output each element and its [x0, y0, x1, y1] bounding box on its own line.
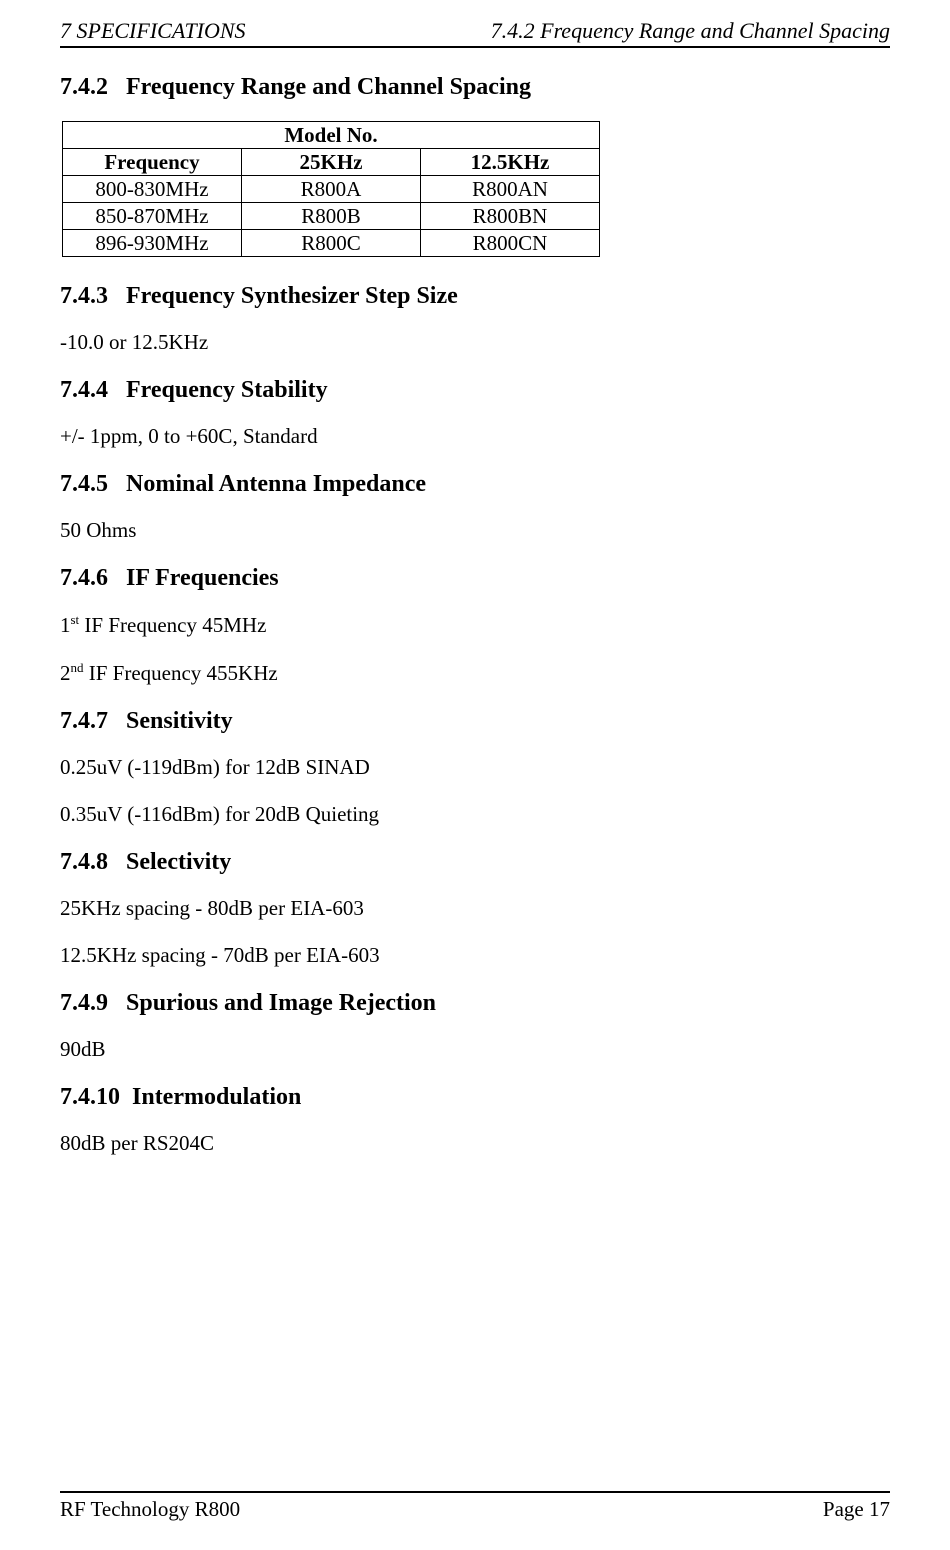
heading-7410: 7.4.10 Intermodulation	[60, 1084, 890, 1111]
cell: R800C	[242, 230, 421, 257]
heading-num: 7.4.4	[60, 377, 126, 404]
heading-title: Selectivity	[126, 849, 231, 875]
col-header: 12.5KHz	[421, 149, 600, 176]
ordinal-pre: 1	[60, 613, 71, 637]
body-7410: 80dB per RS204C	[60, 1131, 890, 1156]
footer-rule	[60, 1491, 890, 1493]
body-744: +/- 1ppm, 0 to +60C, Standard	[60, 424, 890, 449]
heading-title: Frequency Range and Channel Spacing	[126, 74, 531, 100]
heading-title: Spurious and Image Rejection	[126, 990, 436, 1016]
ordinal-post: IF Frequency 455KHz	[84, 661, 278, 685]
cell: R800CN	[421, 230, 600, 257]
heading-748: 7.4.8Selectivity	[60, 849, 890, 876]
heading-title: Intermodulation	[132, 1084, 301, 1110]
body-743: -10.0 or 12.5KHz	[60, 330, 890, 355]
heading-num: 7.4.3	[60, 283, 126, 310]
cell: 850-870MHz	[63, 203, 242, 230]
heading-746: 7.4.6IF Frequencies	[60, 565, 890, 592]
heading-744: 7.4.4Frequency Stability	[60, 377, 890, 404]
col-header: Frequency	[63, 149, 242, 176]
heading-745: 7.4.5Nominal Antenna Impedance	[60, 471, 890, 498]
heading-num: 7.4.8	[60, 849, 126, 876]
heading-num: 7.4.7	[60, 708, 126, 735]
heading-743: 7.4.3Frequency Synthesizer Step Size	[60, 283, 890, 310]
running-header: 7 SPECIFICATIONS 7.4.2 Frequency Range a…	[60, 18, 890, 48]
heading-num: 7.4.10	[60, 1084, 126, 1111]
heading-title: Nominal Antenna Impedance	[126, 471, 426, 497]
col-header: 25KHz	[242, 149, 421, 176]
cell: 896-930MHz	[63, 230, 242, 257]
heading-title: Sensitivity	[126, 708, 233, 734]
table-caption: Model No.	[63, 122, 600, 149]
table-row: 800-830MHz R800A R800AN	[63, 176, 600, 203]
ordinal-sup: nd	[71, 660, 84, 675]
page-footer: RF Technology R800 Page 17	[60, 1491, 890, 1522]
heading-title: Frequency Synthesizer Step Size	[126, 283, 458, 309]
ordinal-pre: 2	[60, 661, 71, 685]
cell: R800A	[242, 176, 421, 203]
page-container: 7 SPECIFICATIONS 7.4.2 Frequency Range a…	[0, 0, 950, 1156]
body-748-line2: 12.5KHz spacing - 70dB per EIA-603	[60, 943, 890, 968]
body-746-line1: 1st IF Frequency 45MHz	[60, 612, 890, 638]
body-745: 50 Ohms	[60, 518, 890, 543]
body-746-line2: 2nd IF Frequency 455KHz	[60, 660, 890, 686]
heading-num: 7.4.2	[60, 74, 126, 101]
heading-title: IF Frequencies	[126, 565, 279, 591]
body-747-line1: 0.25uV (-119dBm) for 12dB SINAD	[60, 755, 890, 780]
heading-749: 7.4.9Spurious and Image Rejection	[60, 990, 890, 1017]
header-right: 7.4.2 Frequency Range and Channel Spacin…	[491, 18, 890, 44]
ordinal-sup: st	[71, 612, 80, 627]
cell: R800AN	[421, 176, 600, 203]
heading-num: 7.4.5	[60, 471, 126, 498]
footer-left: RF Technology R800	[60, 1497, 240, 1522]
ordinal-post: IF Frequency 45MHz	[79, 613, 266, 637]
body-748-line1: 25KHz spacing - 80dB per EIA-603	[60, 896, 890, 921]
heading-747: 7.4.7Sensitivity	[60, 708, 890, 735]
body-749: 90dB	[60, 1037, 890, 1062]
body-747-line2: 0.35uV (-116dBm) for 20dB Quieting	[60, 802, 890, 827]
heading-title: Frequency Stability	[126, 377, 328, 403]
cell: R800B	[242, 203, 421, 230]
table-row: 850-870MHz R800B R800BN	[63, 203, 600, 230]
heading-742: 7.4.2Frequency Range and Channel Spacing	[60, 74, 890, 101]
table-row: 896-930MHz R800C R800CN	[63, 230, 600, 257]
cell: 800-830MHz	[63, 176, 242, 203]
model-table: Model No. Frequency 25KHz 12.5KHz 800-83…	[62, 121, 600, 257]
header-left: 7 SPECIFICATIONS	[60, 18, 246, 44]
heading-num: 7.4.6	[60, 565, 126, 592]
footer-right: Page 17	[823, 1497, 890, 1522]
heading-num: 7.4.9	[60, 990, 126, 1017]
footer-row: RF Technology R800 Page 17	[60, 1497, 890, 1522]
cell: R800BN	[421, 203, 600, 230]
